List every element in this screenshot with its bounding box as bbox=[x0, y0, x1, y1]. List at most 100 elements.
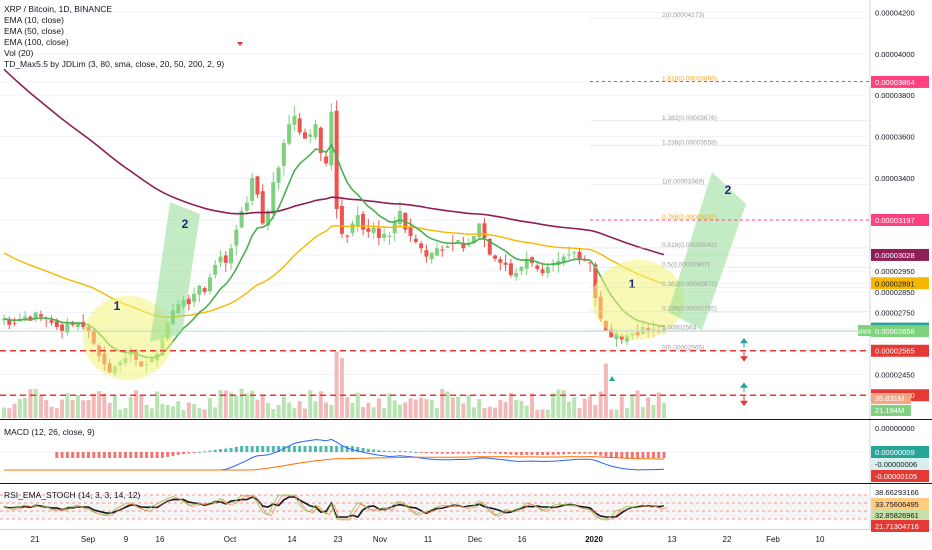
macd-bar bbox=[541, 452, 545, 456]
macd-bar bbox=[477, 452, 481, 453]
indicator-tdmax[interactable]: TD_Max5.5 by JDLim (3, 80, sma, close, 2… bbox=[4, 59, 225, 69]
volume-bar bbox=[313, 401, 318, 418]
volume-bar bbox=[477, 399, 482, 418]
up-signal-icon bbox=[609, 376, 615, 381]
up-arrow-icon bbox=[740, 382, 748, 393]
volume-bar bbox=[102, 393, 107, 418]
candle-body bbox=[75, 322, 80, 328]
macd-label[interactable]: MACD (12, 26, close, 9) bbox=[4, 427, 95, 437]
macd-bar bbox=[134, 452, 138, 458]
rsi-label[interactable]: RSI_EMA_STOCH (14, 3, 3, 14, 12) bbox=[4, 490, 141, 500]
candle-body bbox=[572, 252, 577, 254]
macd-bar bbox=[535, 452, 539, 455]
symbol-tag bbox=[858, 325, 880, 337]
macd-bar bbox=[182, 452, 186, 455]
macd-axis-label: 0.00000000 bbox=[875, 424, 915, 433]
macd-axis-tag bbox=[871, 446, 929, 458]
macd-bar bbox=[488, 452, 492, 454]
macd-bar bbox=[361, 447, 365, 452]
macd-axis-tag bbox=[871, 458, 929, 470]
volume-bar bbox=[287, 402, 292, 418]
candle-body bbox=[218, 256, 223, 263]
candle-body bbox=[461, 242, 466, 249]
volume-bar bbox=[339, 358, 344, 418]
macd-bar bbox=[504, 452, 508, 455]
volume-bar bbox=[334, 351, 339, 418]
macd-bar bbox=[593, 452, 597, 455]
volume-bar bbox=[508, 392, 513, 418]
price-axis-tag bbox=[871, 213, 929, 226]
rsi-axis-label: 38.66293166 bbox=[875, 488, 919, 497]
fib-label: 1.382(0.00003676) bbox=[662, 115, 717, 122]
volume-bar bbox=[524, 405, 529, 418]
volume-bar bbox=[361, 407, 366, 418]
macd-bar bbox=[366, 448, 370, 452]
macd-bar bbox=[303, 446, 307, 452]
macd-bar bbox=[203, 451, 207, 453]
volume-bar bbox=[366, 402, 371, 418]
candle-body bbox=[382, 233, 387, 238]
macd-bar bbox=[187, 452, 191, 454]
candle-body bbox=[197, 285, 202, 295]
volume-bar bbox=[619, 396, 624, 418]
candle-body bbox=[313, 124, 318, 138]
candle-body bbox=[339, 206, 344, 234]
volume-bar bbox=[419, 397, 424, 418]
volume-bar bbox=[176, 401, 181, 418]
rsi-axis-label: 32.85826961 bbox=[875, 511, 919, 520]
stoch-k-line bbox=[3, 494, 665, 520]
candle-body bbox=[308, 134, 313, 137]
volume-bar bbox=[281, 396, 286, 418]
macd-bar bbox=[298, 446, 302, 452]
volume-bar bbox=[582, 398, 587, 418]
macd-bar bbox=[424, 452, 428, 454]
volume-bar bbox=[302, 408, 307, 418]
macd-axis-label: -0.00000105 bbox=[875, 472, 917, 481]
volume-bar bbox=[456, 396, 461, 418]
volume-bar bbox=[213, 407, 218, 418]
indicator-ema100[interactable]: EMA (100, close) bbox=[4, 37, 69, 47]
macd-bar bbox=[197, 451, 201, 453]
macd-bar bbox=[440, 452, 444, 454]
indicator-ema50[interactable]: EMA (50, close) bbox=[4, 26, 64, 36]
macd-bar bbox=[208, 450, 212, 452]
macd-axis-label: 0.00000009 bbox=[875, 448, 915, 457]
volume-bar bbox=[429, 399, 434, 418]
candle-body bbox=[292, 115, 297, 125]
macd-bar bbox=[277, 446, 281, 452]
price-axis-label: 0.00003028 bbox=[875, 251, 915, 260]
macd-bar bbox=[514, 452, 518, 455]
volume-bar bbox=[413, 399, 418, 418]
indicator-ema10[interactable]: EMA (10, close) bbox=[4, 15, 64, 25]
candle-body bbox=[65, 322, 70, 333]
volume-bar bbox=[345, 397, 350, 418]
volume-bar bbox=[112, 394, 117, 418]
time-axis-label: 2020 bbox=[585, 535, 603, 544]
time-axis-label: Feb bbox=[766, 535, 780, 544]
candle-body bbox=[561, 256, 566, 263]
price-axis-label: 0.00003600 bbox=[875, 133, 915, 142]
volume-bar bbox=[155, 391, 160, 418]
macd-bar bbox=[646, 452, 650, 458]
volume-bar bbox=[577, 407, 582, 418]
candle-body bbox=[7, 320, 12, 325]
macd-bar bbox=[292, 446, 296, 452]
candle-body bbox=[60, 324, 65, 332]
volume-bar bbox=[139, 394, 144, 418]
indicator-volume[interactable]: Vol (20) bbox=[4, 48, 34, 58]
candle-body bbox=[471, 235, 476, 243]
macd-bar bbox=[218, 449, 222, 452]
time-axis-label: 16 bbox=[156, 535, 165, 544]
macd-bar bbox=[414, 451, 418, 453]
macd-bar bbox=[657, 452, 661, 458]
volume-bar bbox=[266, 403, 270, 418]
rsi-axis-label: 21.71304716 bbox=[875, 522, 919, 531]
macd-bar bbox=[451, 452, 455, 454]
price-axis-label: 0.00004200 bbox=[875, 8, 915, 17]
macd-bar bbox=[308, 446, 312, 452]
macd-bar bbox=[287, 446, 291, 452]
yellow-circle-zone bbox=[83, 296, 173, 380]
macd-bar bbox=[123, 452, 127, 458]
volume-bar bbox=[350, 402, 355, 418]
